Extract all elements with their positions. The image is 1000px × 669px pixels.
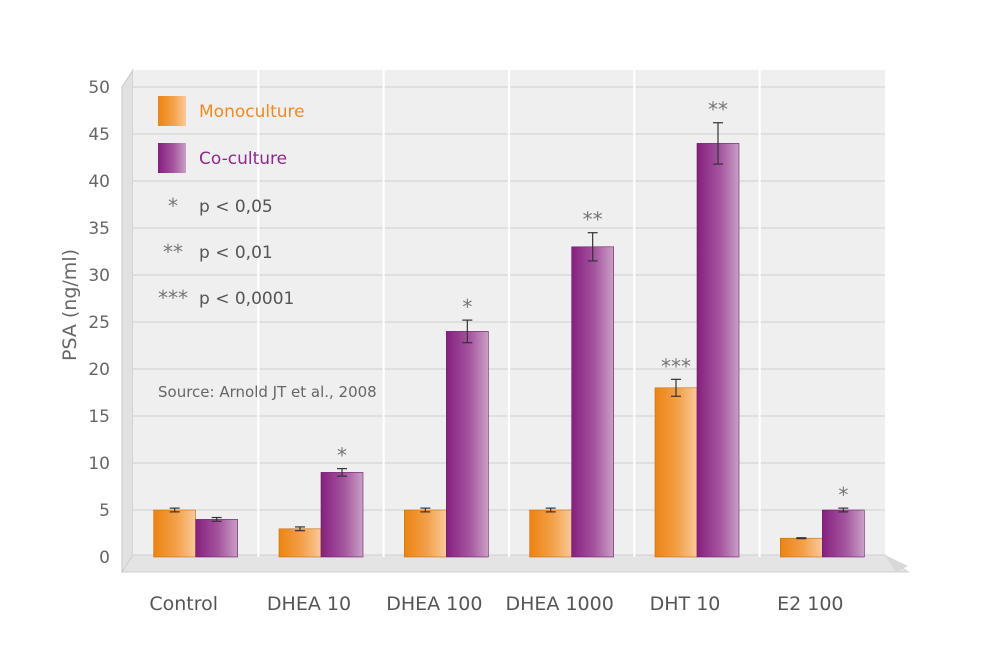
bar-co-culture-2 [446,331,489,558]
error-bar [713,122,723,165]
bar-monoculture-4 [654,387,698,558]
bar-monoculture-3 [529,509,572,558]
y-tick-label: 5 [99,501,110,521]
sig-legend-text-2: p < 0,01 [199,243,273,263]
y-tick-label: 10 [88,454,110,474]
bars: ********** [153,98,865,558]
bar-co-culture-4 [696,143,740,558]
significance-marker: ** [708,98,728,122]
legend-swatch-coculture [158,143,186,173]
x-category-label: DHT 10 [650,593,721,615]
x-category-label: Control [149,593,218,615]
bar-co-culture-5 [822,509,865,558]
significance-marker: *** [661,354,691,378]
error-bar [295,526,305,532]
significance-marker: * [838,483,848,507]
source-note: Source: Arnold JT et al., 2008 [158,383,377,401]
legend-swatch-monoculture [158,96,186,126]
sig-legend-symbol-3: *** [158,286,188,310]
error-bar [545,507,556,513]
error-bar [169,507,180,513]
bar-monoculture-5 [780,537,823,558]
error-bar [420,507,431,513]
chart-floor [121,554,910,573]
legend: Monoculture Co-culture * p < 0,05 ** p <… [158,96,305,310]
sig-legend-symbol-1: * [168,194,178,218]
bar-co-culture-1 [320,472,364,558]
legend-label-monoculture: Monoculture [199,102,305,122]
bar-co-culture-0 [195,519,238,558]
significance-marker: * [337,444,347,468]
y-tick-label: 50 [88,78,110,98]
y-tick-label: 40 [88,172,110,192]
y-axis-ticks: 0 5 10 15 20 25 30 35 40 45 50 [88,78,110,568]
x-category-label: DHEA 10 [267,593,351,615]
y-tick-label: 30 [88,266,110,286]
sig-legend-text-1: p < 0,05 [199,197,273,217]
error-bar [211,516,222,522]
chart-side-wall [121,68,134,574]
y-tick-label: 15 [88,407,110,427]
axis-arrow-tip [885,555,908,572]
error-bar [337,468,347,477]
x-category-label: E2 100 [777,593,843,615]
category-separators [257,70,761,557]
x-category-label: DHEA 100 [386,593,482,615]
significance-marker: ** [583,208,603,232]
error-bar [462,319,473,344]
bar-monoculture-1 [278,528,322,558]
bar-monoculture-2 [404,509,447,558]
y-tick-label: 35 [88,219,110,239]
significance-marker: * [462,295,472,319]
error-bar [838,507,849,513]
bar-co-culture-3 [571,246,614,558]
y-tick-label: 45 [88,125,110,145]
x-axis-categories: Control DHEA 10 DHEA 100 DHEA 1000 DHT 10 E2 … [149,593,843,615]
bar-monoculture-0 [153,509,196,558]
error-bar [671,378,681,397]
y-axis-label: PSA (ng/ml) [59,249,81,361]
x-category-label: DHEA 1000 [506,593,614,615]
y-tick-label: 20 [88,360,110,380]
legend-label-coculture: Co-culture [199,149,287,169]
y-tick-label: 25 [88,313,110,333]
y-tick-label: 0 [99,548,110,568]
error-bar [587,232,598,262]
error-bar [796,537,807,540]
sig-legend-text-3: p < 0,0001 [199,289,294,309]
sig-legend-symbol-2: ** [163,240,183,264]
